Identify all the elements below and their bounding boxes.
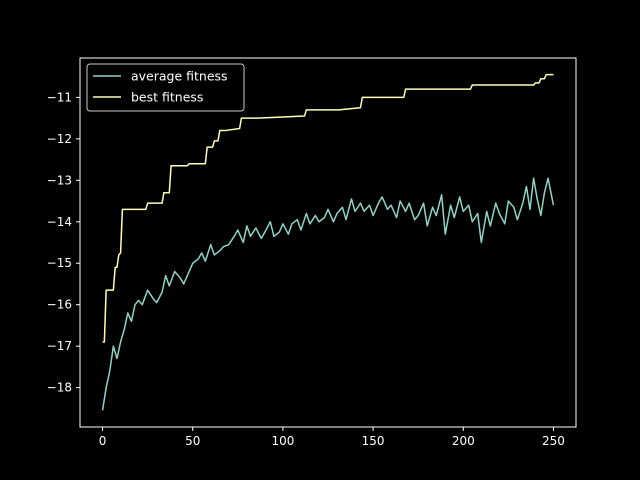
y-tick-label: −15	[47, 256, 72, 270]
legend-label-0: average fitness	[131, 69, 228, 84]
y-tick-label: −14	[47, 215, 72, 229]
x-tick-label: 50	[185, 434, 200, 448]
x-tick-label: 200	[452, 434, 475, 448]
plot-lines	[101, 73, 555, 411]
y-tick-label: −11	[47, 90, 72, 104]
series-line-1	[102, 73, 554, 343]
x-axis: 0 50 100 150 200 250	[99, 427, 565, 448]
y-axis: −18 −17 −16 −15 −14 −13 −12 −11	[47, 90, 80, 395]
y-tick-label: −12	[47, 132, 72, 146]
series-line-0	[101, 177, 555, 411]
x-tick-label: 100	[271, 434, 294, 448]
legend: average fitness best fitness	[86, 63, 245, 112]
legend-label-1: best fitness	[131, 90, 203, 105]
x-tick-label: 250	[542, 434, 565, 448]
x-tick-label: 0	[99, 434, 107, 448]
y-tick-label: −13	[47, 173, 72, 187]
y-tick-label: −17	[47, 339, 72, 353]
legend-box	[86, 63, 245, 112]
y-tick-label: −18	[47, 381, 72, 395]
axes-frame	[79, 57, 577, 428]
x-tick-label: 150	[362, 434, 385, 448]
y-tick-label: −16	[47, 298, 72, 312]
